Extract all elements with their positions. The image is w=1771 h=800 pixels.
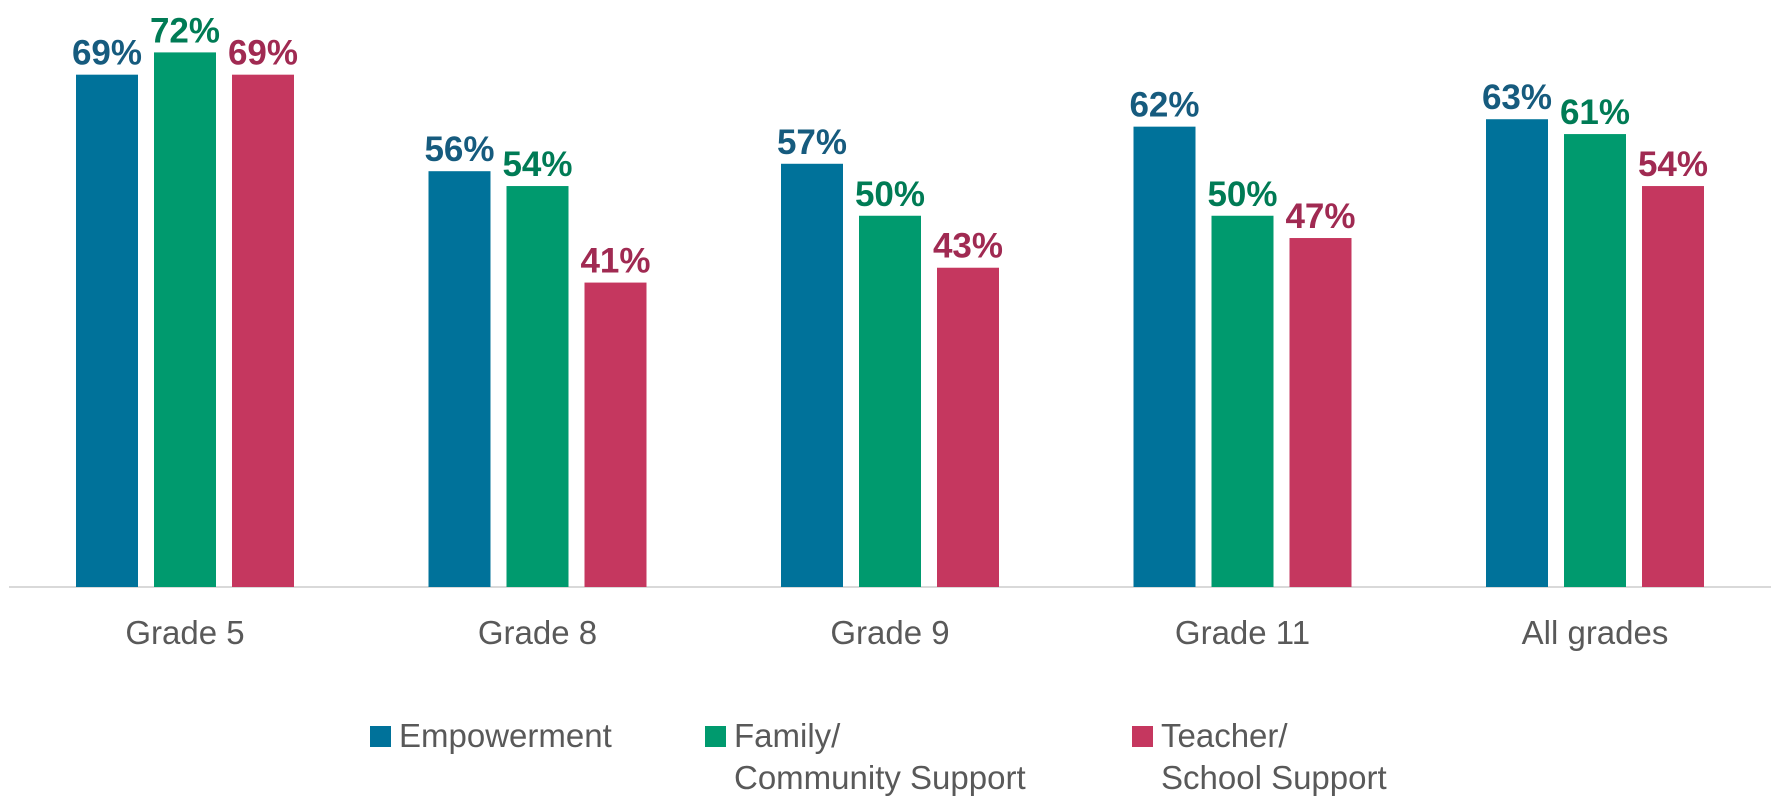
legend-label: Family/ Community Support — [734, 717, 1026, 796]
data-label: 43% — [933, 227, 1003, 266]
legend-label: Teacher/ School Support — [1161, 717, 1387, 796]
data-label: 47% — [1285, 197, 1355, 236]
bar — [506, 186, 569, 588]
data-label: 61% — [1560, 93, 1630, 132]
bar — [76, 74, 138, 588]
data-label: 50% — [1207, 175, 1277, 214]
bar — [1642, 186, 1704, 588]
data-label: 56% — [424, 130, 494, 169]
data-label: 63% — [1482, 78, 1552, 117]
data-label: 69% — [228, 34, 298, 73]
data-label: 50% — [855, 175, 925, 214]
data-label: 54% — [1638, 145, 1708, 184]
legend-label: Empowerment — [399, 717, 612, 754]
data-label: 69% — [72, 34, 142, 73]
bar — [781, 163, 843, 587]
x-tick-label: Grade 5 — [125, 614, 244, 651]
bar — [1133, 126, 1196, 588]
bar — [232, 74, 294, 588]
bar — [1289, 238, 1352, 587]
x-tick-label: All grades — [1522, 614, 1669, 651]
x-tick-label: Grade 9 — [830, 614, 949, 651]
legend-swatch — [370, 726, 391, 747]
bar — [1211, 215, 1274, 587]
bar — [154, 52, 216, 587]
bar — [584, 282, 647, 587]
x-tick-label: Grade 11 — [1175, 614, 1310, 651]
bar — [428, 171, 491, 587]
legend-swatch — [1132, 726, 1153, 747]
bar — [937, 267, 999, 587]
bar — [1564, 134, 1626, 587]
data-label: 57% — [777, 123, 847, 162]
bar — [1486, 119, 1548, 587]
data-label: 41% — [580, 242, 650, 281]
data-label: 72% — [150, 11, 220, 50]
bar — [859, 215, 921, 587]
data-label: 62% — [1129, 86, 1199, 125]
x-tick-label: Grade 8 — [478, 614, 597, 651]
data-label: 54% — [502, 145, 572, 184]
legend-swatch — [705, 726, 726, 747]
